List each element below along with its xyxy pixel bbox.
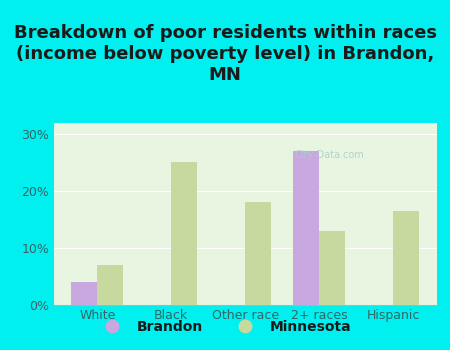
Bar (245, 202, 271, 304)
Text: Breakdown of poor residents within races
(income below poverty level) in Brandon: Breakdown of poor residents within races… (14, 25, 436, 84)
Bar (319, 231, 345, 304)
Bar (97, 265, 123, 304)
Text: City-Data.com: City-Data.com (294, 150, 364, 160)
Bar (393, 211, 419, 304)
Bar (171, 162, 197, 304)
Bar (293, 151, 319, 304)
Legend: Brandon, Minnesota: Brandon, Minnesota (93, 314, 357, 340)
Bar (72, 282, 97, 304)
